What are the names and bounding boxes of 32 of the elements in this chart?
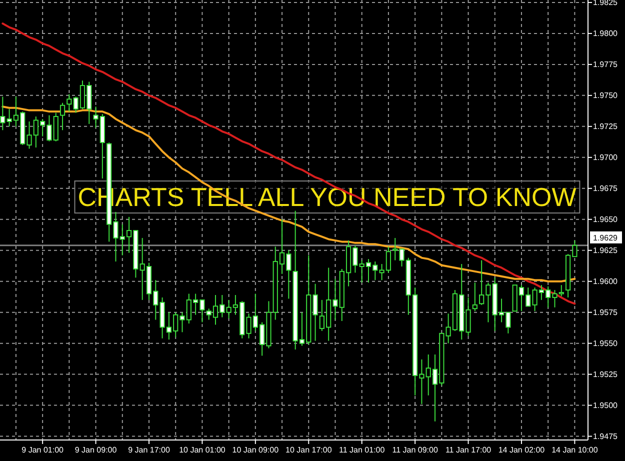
y-tick-label: 1.9775 xyxy=(593,60,618,70)
y-tick-label: 1.9525 xyxy=(593,370,618,379)
candlestick xyxy=(60,102,66,131)
candlestick xyxy=(0,96,6,131)
y-tick-label: 1.9550 xyxy=(593,338,618,348)
ref-line-label: 1.9629 xyxy=(593,233,618,242)
y-tick-label: 1.9500 xyxy=(593,400,618,410)
candlestick xyxy=(472,282,478,312)
x-tick-label: 11 Jan 17:00 xyxy=(445,446,492,455)
y-tick-label: 1.9725 xyxy=(593,122,618,131)
y-tick-label: 1.9700 xyxy=(593,152,618,162)
x-tick-label: 9 Jan 17:00 xyxy=(128,446,170,455)
line-series xyxy=(2,22,576,305)
x-tick-label: 10 Jan 17:00 xyxy=(286,446,332,455)
x-tick-label: 14 Jan 10:00 xyxy=(552,446,598,455)
line-series xyxy=(2,106,576,282)
x-tick-label: 9 Jan 09:00 xyxy=(74,446,118,455)
candlestick xyxy=(66,94,72,112)
x-tick-label: 14 Jan 02:00 xyxy=(498,446,546,455)
x-tick-label: 10 Jan 01:00 xyxy=(179,446,226,455)
y-tick-label: 1.9650 xyxy=(593,214,618,224)
x-tick-label: 11 Jan 09:00 xyxy=(392,446,438,455)
y-tick-label: 1.9575 xyxy=(593,308,618,317)
y-tick-label: 1.9625 xyxy=(593,246,618,255)
y-tick-label: 1.9675 xyxy=(593,184,618,193)
y-tick-label: 1.9600 xyxy=(593,276,618,286)
y-tick-label: 1.9800 xyxy=(593,29,618,38)
y-tick-label: 1.9475 xyxy=(593,432,618,441)
x-tick-label: 10 Jan 09:00 xyxy=(232,446,280,455)
x-tick-label: 9 Jan 01:00 xyxy=(22,446,64,455)
y-tick-label: 1.9750 xyxy=(593,90,618,100)
x-tick-label: 11 Jan 01:00 xyxy=(339,446,386,455)
